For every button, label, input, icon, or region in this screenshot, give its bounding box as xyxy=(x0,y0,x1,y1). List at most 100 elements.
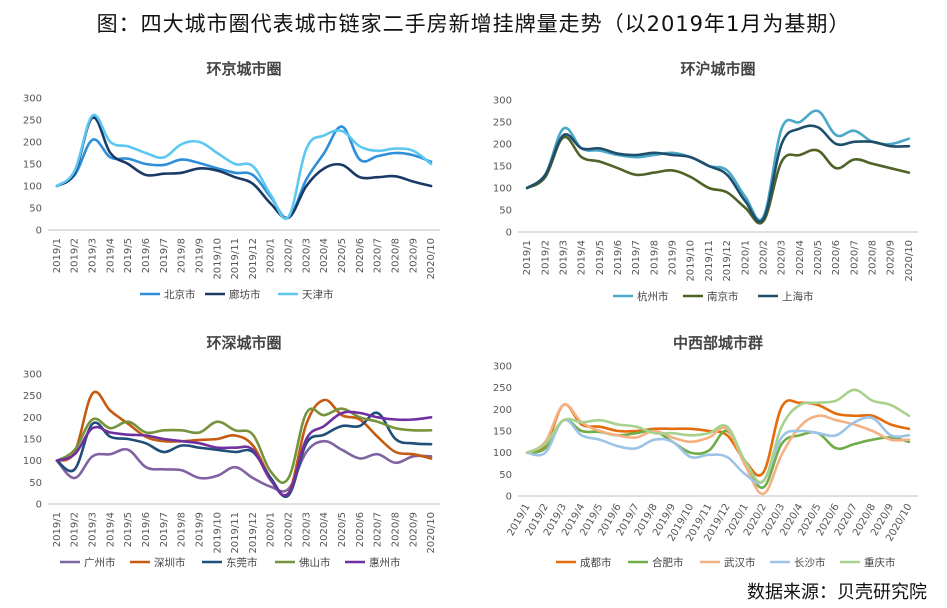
x-tick-label: 2019/5 xyxy=(123,238,134,273)
x-tick-label: 2019/6 xyxy=(141,238,152,273)
y-tick-label: 150 xyxy=(23,435,42,446)
x-tick-label: 2020/10 xyxy=(426,238,437,280)
x-tick-label: 2020/10 xyxy=(426,512,437,554)
main-title: 图：四大城市圈代表城市链家二手房新增挂牌量走势（以2019年1月为基期） xyxy=(96,12,851,36)
x-tick-label: 2020/9 xyxy=(408,512,419,547)
x-tick-label: 2020/3 xyxy=(301,238,312,273)
legend-label: 惠州市 xyxy=(369,556,401,569)
x-tick-label: 2019/9 xyxy=(194,512,205,547)
legend-label: 佛山市 xyxy=(299,556,331,569)
series-line xyxy=(525,135,911,225)
x-tick-label: 2019/8 xyxy=(177,238,188,273)
y-tick-label: 0 xyxy=(36,500,42,511)
chart-title: 环沪城市圈 xyxy=(680,60,755,78)
y-tick-label: 200 xyxy=(493,140,512,151)
chart-jing: 环京城市圈 0 50 100 150 200 250 300 2019/1 2019/2 2019/… xyxy=(23,60,440,301)
x-tick-label: 2020/2 xyxy=(758,240,769,275)
x-tick-label: 2020/9 xyxy=(408,238,419,273)
x-tick-label: 2019/7 xyxy=(159,512,170,547)
y-tick-label: 100 xyxy=(23,182,42,193)
legend-label: 广州市 xyxy=(84,556,116,569)
y-tick-label: 50 xyxy=(29,204,42,215)
x-tick-label: 2019/11 xyxy=(230,512,241,554)
legend-label: 长沙市 xyxy=(794,556,826,569)
legend-label: 天津市 xyxy=(302,288,334,301)
x-tick-label: 2019/2 xyxy=(70,512,81,547)
y-tick-label: 300 xyxy=(23,370,42,381)
legend-label: 北京市 xyxy=(164,288,196,301)
x-tick-label: 2020/9 xyxy=(886,240,897,275)
y-tick-label: 300 xyxy=(493,362,512,373)
series-line xyxy=(525,109,911,222)
y-tick-label: 250 xyxy=(493,383,512,394)
series-line xyxy=(55,439,433,493)
x-tick-label: 2019/12 xyxy=(248,512,259,554)
y-tick-label: 200 xyxy=(493,405,512,416)
x-tick-label: 2020/5 xyxy=(337,238,348,273)
series-line xyxy=(525,124,911,223)
x-tick-label: 2020/7 xyxy=(373,512,384,547)
x-tick-label: 2019/6 xyxy=(613,240,624,275)
x-tick-label: 2020/2 xyxy=(284,512,295,547)
x-tick-label: 2019/4 xyxy=(577,240,588,275)
x-tick-label: 2019/11 xyxy=(704,240,715,282)
x-tick-label: 2019/1 xyxy=(52,238,63,273)
x-tick-label: 2019/10 xyxy=(686,240,697,282)
y-tick-label: 150 xyxy=(23,160,42,171)
y-tick-label: 200 xyxy=(23,138,42,149)
x-tick-label: 2019/2 xyxy=(540,240,551,275)
x-tick-label: 2020/1 xyxy=(740,240,751,275)
y-tick-label: 300 xyxy=(23,94,42,105)
legend-label: 杭州市 xyxy=(637,290,669,303)
x-tick-label: 2020/6 xyxy=(355,512,366,547)
x-tick-label: 2020/6 xyxy=(831,240,842,275)
y-tick-label: 0 xyxy=(36,226,42,237)
series-line xyxy=(525,418,911,489)
x-tick-label: 2019/9 xyxy=(194,238,205,273)
y-tick-label: 150 xyxy=(493,162,512,173)
x-tick-label: 2019/12 xyxy=(248,238,259,280)
x-tick-label: 2019/3 xyxy=(558,240,569,275)
chart-title: 环京城市圈 xyxy=(206,60,281,78)
x-tick-label: 2019/4 xyxy=(105,238,116,273)
x-tick-label: 2019/10 xyxy=(212,512,223,554)
x-tick-label: 2019/1 xyxy=(522,240,533,275)
y-tick-label: 250 xyxy=(493,118,512,129)
x-tick-label: 2020/4 xyxy=(319,512,330,547)
legend-label: 南京市 xyxy=(707,290,739,303)
y-tick-label: 100 xyxy=(493,184,512,195)
x-tick-label: 2020/8 xyxy=(390,512,401,547)
x-tick-label: 2019/8 xyxy=(177,512,188,547)
y-tick-label: 50 xyxy=(29,478,42,489)
legend-label: 重庆市 xyxy=(864,556,896,569)
source-note: 数据来源：贝壳研究院 xyxy=(747,582,927,603)
legend-label: 深圳市 xyxy=(154,556,186,569)
x-tick-label: 2020/7 xyxy=(849,240,860,275)
chart-title: 中西部城市群 xyxy=(673,334,763,352)
x-tick-label: 2020/8 xyxy=(868,240,879,275)
x-tick-label: 2020/4 xyxy=(795,240,806,275)
y-tick-label: 0 xyxy=(506,228,512,239)
y-tick-label: 100 xyxy=(493,448,512,459)
y-tick-label: 250 xyxy=(23,391,42,402)
x-tick-label: 2019/11 xyxy=(230,238,241,280)
x-tick-label: 2020/10 xyxy=(904,240,915,282)
x-tick-label: 2019/10 xyxy=(212,238,223,280)
series-line xyxy=(55,390,433,498)
x-tick-label: 2019/9 xyxy=(668,240,679,275)
y-tick-label: 100 xyxy=(23,456,42,467)
series-line xyxy=(525,403,911,496)
x-tick-label: 2020/1 xyxy=(266,512,277,547)
y-tick-label: 50 xyxy=(499,470,512,481)
legend-label: 合肥市 xyxy=(652,556,684,569)
y-tick-label: 50 xyxy=(499,206,512,217)
y-tick-label: 250 xyxy=(23,116,42,127)
x-tick-label: 2019/8 xyxy=(649,240,660,275)
chart-title: 环深城市圈 xyxy=(206,334,281,352)
x-tick-label: 2019/4 xyxy=(105,512,116,547)
series-line xyxy=(55,125,433,220)
x-tick-label: 2019/3 xyxy=(88,238,99,273)
series-line xyxy=(525,388,911,484)
chart-zhongxi: 中西部城市群0501001502002503002019/12019/22019… xyxy=(493,334,918,569)
y-tick-label: 200 xyxy=(23,413,42,424)
